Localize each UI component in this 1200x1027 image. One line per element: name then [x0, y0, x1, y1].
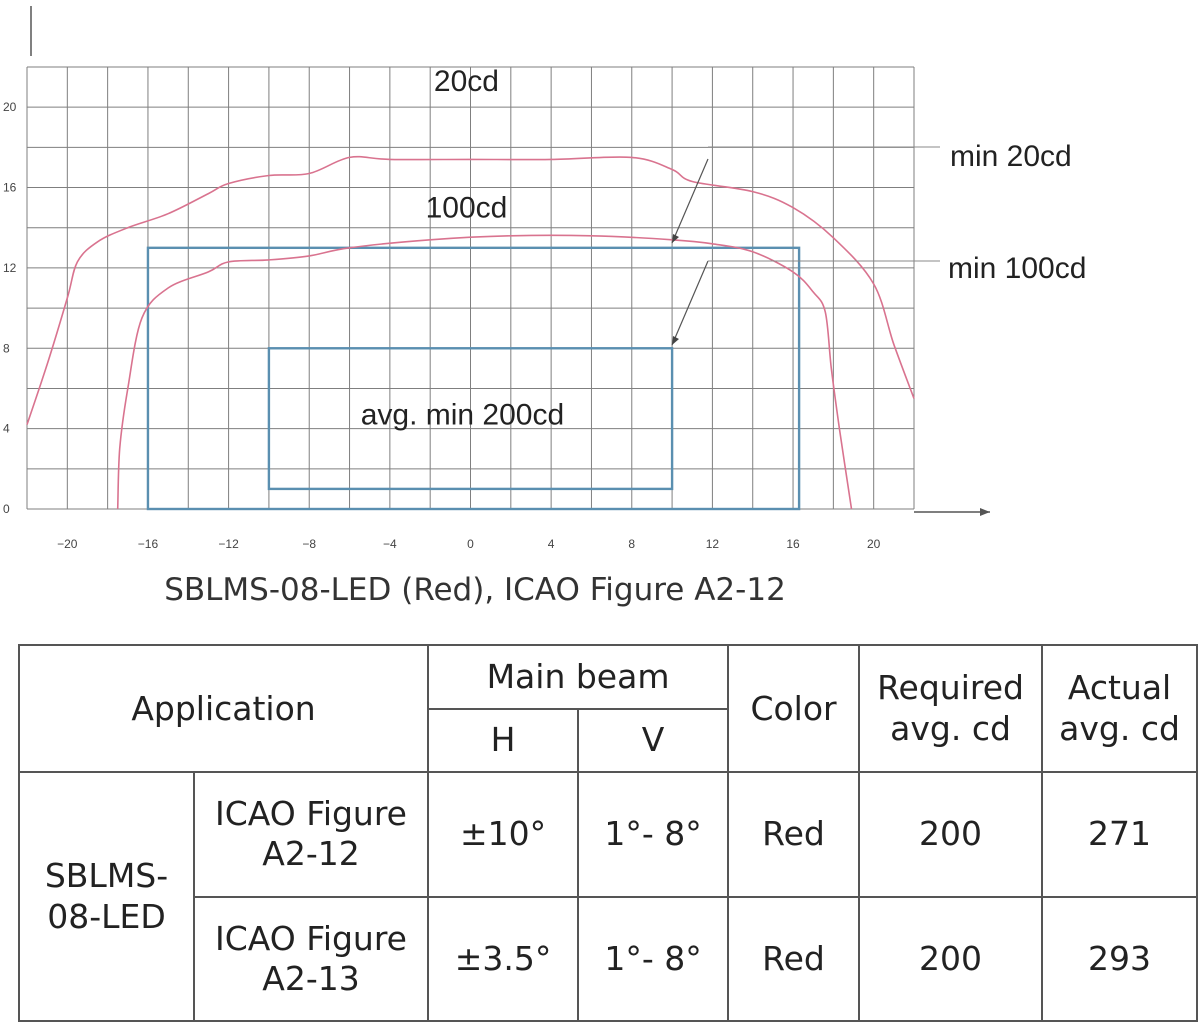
- required-cell: 200: [858, 895, 1044, 1023]
- y-tick-label: 0: [3, 502, 10, 516]
- chart-annotation: 20cd: [434, 65, 499, 98]
- header-main-beam: Main beam: [427, 644, 730, 710]
- chart-leaders: [671, 146, 940, 346]
- header-v: V: [577, 707, 730, 774]
- table-header-row: Application Main beam Color Required avg…: [17, 643, 1199, 774]
- header-h: H: [427, 707, 580, 774]
- chart-series: [26, 155, 915, 510]
- header-color: Color: [727, 643, 861, 774]
- chart-annotation: min 20cd: [950, 140, 1072, 173]
- x-tick-label: 12: [706, 537, 720, 551]
- required-cell: 200: [858, 771, 1044, 898]
- chart-ticks: −20 −16 −12 −8 −4 0 4 8 12 16 20 0 4 8 12 16 20: [3, 100, 881, 551]
- y-tick-label: 16: [3, 181, 17, 195]
- leader-line: [671, 158, 709, 244]
- color-cell: Red: [727, 771, 861, 898]
- x-axis-arrowhead: [980, 508, 990, 516]
- color-cell: Red: [727, 895, 861, 1023]
- y-tick-label: 20: [3, 100, 17, 114]
- v-cell: 1°- 8°: [577, 771, 730, 898]
- chart-annotation: avg. min 200cd: [361, 399, 564, 432]
- actual-cell: 271: [1041, 771, 1199, 898]
- chart-grid: [26, 66, 915, 510]
- beam-rectangle: [146, 246, 801, 511]
- x-tick-label: −20: [57, 537, 78, 551]
- y-tick-label: 4: [3, 422, 10, 436]
- table-subheader-row: H V: [19, 707, 1197, 774]
- x-tick-label: −8: [302, 537, 316, 551]
- leader-arrowhead: [672, 234, 679, 243]
- figure-cell: ICAO Figure A2-13: [192, 895, 430, 1023]
- header-actual: Actual avg. cd: [1041, 643, 1199, 774]
- table-row: SBLMS-08-LED ICAO Figure A2-12 ±10° 1°- …: [18, 771, 1199, 1022]
- chart-caption: SBLMS-08-LED (Red), ICAO Figure A2-12: [164, 572, 786, 608]
- spec-table: Application Main beam Color Required avg…: [17, 643, 1199, 1023]
- x-tick-label: −4: [383, 537, 397, 551]
- beam-rectangle: [267, 347, 674, 491]
- product-cell: SBLMS-08-LED: [18, 771, 195, 1022]
- chart-annotation: min 100cd: [948, 252, 1086, 285]
- isocandela-chart: −20 −16 −12 −8 −4 0 4 8 12 16 20 0 4 8 12 16 20 20cd 100c…: [3, 6, 1087, 551]
- h-cell: ±3.5°: [427, 895, 580, 1023]
- v-cell: 1°- 8°: [577, 895, 730, 1023]
- x-tick-label: 4: [548, 537, 555, 551]
- actual-cell: 293: [1041, 895, 1199, 1023]
- x-tick-label: 20: [867, 537, 881, 551]
- x-tick-label: −16: [138, 537, 159, 551]
- y-tick-label: 12: [3, 261, 17, 275]
- h-cell: ±10°: [427, 771, 580, 898]
- figure-cell: ICAO Figure A2-12: [192, 771, 430, 898]
- chart-annotation: 100cd: [426, 192, 508, 225]
- header-application: Application: [17, 643, 430, 774]
- chart-annotations: 20cd 100cd avg. min 200cd min 20cd min 100cd: [361, 65, 1087, 432]
- table-row: ICAO Figure A2-13 ±3.5° 1°- 8° Red 200 2…: [19, 895, 1199, 1023]
- x-tick-label: 8: [628, 537, 635, 551]
- leader-arrowhead: [672, 336, 679, 345]
- x-tick-label: −12: [218, 537, 239, 551]
- x-tick-label: 16: [786, 537, 800, 551]
- isocandela-line: [116, 234, 853, 510]
- x-tick-label: 0: [467, 537, 474, 551]
- header-required: Required avg. cd: [858, 643, 1044, 774]
- y-tick-label: 8: [3, 341, 10, 355]
- leader-line: [671, 260, 709, 346]
- isocandela-line: [26, 155, 915, 425]
- chart-axes: [30, 6, 990, 516]
- chart-rectangles: [146, 246, 801, 511]
